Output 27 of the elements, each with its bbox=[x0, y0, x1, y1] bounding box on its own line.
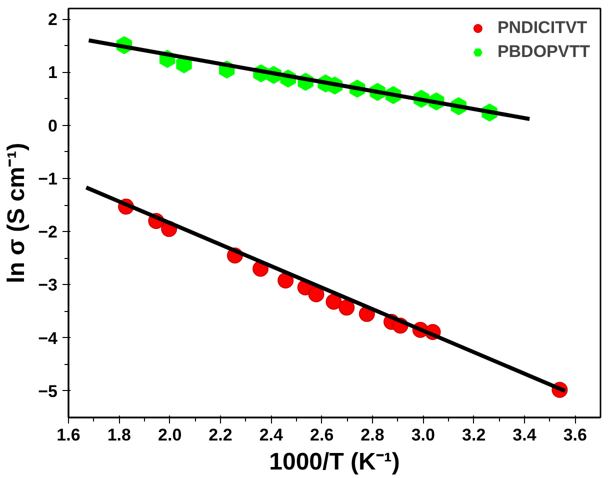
y-tick-label: 2 bbox=[48, 10, 58, 30]
x-tick-label: 2.8 bbox=[360, 426, 384, 444]
x-tick-label: 3.0 bbox=[411, 426, 435, 444]
legend-label: PNDICITVT bbox=[497, 18, 588, 38]
x-tick-label: 1.6 bbox=[56, 426, 80, 444]
point bbox=[308, 286, 324, 302]
y-tick-label: −2 bbox=[38, 222, 58, 242]
y-tick-label: −5 bbox=[38, 382, 58, 401]
x-tick-label: 2.0 bbox=[158, 426, 182, 444]
y-tick-label: −4 bbox=[38, 328, 58, 348]
x-tick-label: 3.2 bbox=[462, 426, 486, 444]
point bbox=[326, 294, 342, 310]
x-tick-label: 2.6 bbox=[310, 426, 334, 444]
x-tick-label: 2.2 bbox=[208, 426, 232, 444]
x-tick-label: 2.4 bbox=[259, 426, 284, 444]
legend-label: PBDOPVTT bbox=[497, 42, 590, 62]
y-tick-label: 1 bbox=[48, 63, 58, 82]
point bbox=[278, 272, 294, 288]
x-tick-label: 3.4 bbox=[512, 426, 537, 444]
point bbox=[338, 300, 355, 316]
x-tick-label: 3.6 bbox=[563, 426, 587, 444]
y-tick-label: −3 bbox=[38, 276, 58, 295]
x-tick-label: 1.8 bbox=[107, 426, 131, 444]
y-tick-label: 0 bbox=[48, 116, 58, 136]
x-axis-title: 1000/T (K⁻¹) bbox=[269, 448, 400, 476]
y-axis-title: ln σ (S cm⁻¹) bbox=[3, 142, 30, 284]
y-tick-label: −1 bbox=[38, 169, 58, 188]
